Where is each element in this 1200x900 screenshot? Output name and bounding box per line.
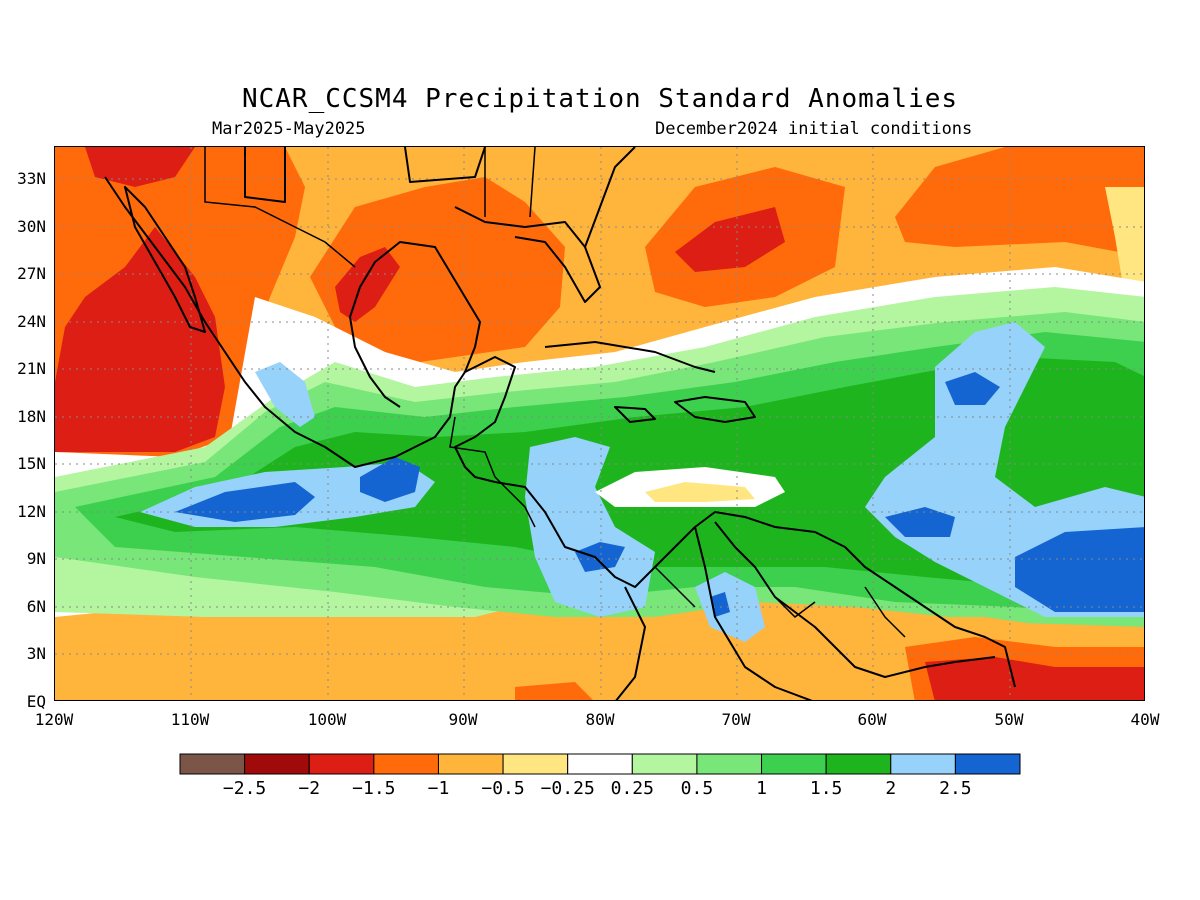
lat-label-30n: 30N — [17, 217, 46, 236]
colorbar-swatch — [825, 753, 892, 775]
colorbar-swatch — [244, 753, 310, 775]
lat-label-6n: 6N — [26, 597, 46, 616]
texas-strong-negative — [335, 247, 400, 322]
chart-title: NCAR_CCSM4 Precipitation Standard Anomal… — [241, 84, 959, 114]
colorbar-swatch — [631, 753, 698, 775]
colorbar-label: 0.5 — [680, 778, 714, 799]
lon-label-120w: 120W — [34, 710, 74, 729]
lat-label-33n: 33N — [17, 169, 46, 188]
colorbar-swatch — [761, 753, 827, 775]
graticule — [55, 147, 1144, 700]
lon-label-50w: 50W — [994, 710, 1024, 729]
lat-label-12n: 12N — [17, 502, 46, 521]
colombia-very-wet — [695, 572, 765, 642]
colorbar-swatch — [179, 753, 246, 775]
colorbar-label: −1 — [427, 778, 450, 799]
colorbar-swatch — [567, 753, 633, 775]
colorbar-label: 1.5 — [809, 778, 843, 799]
lat-label-15n: 15N — [17, 454, 46, 473]
caribbean-dry-pocket — [645, 482, 755, 502]
lat-label-eq: EQ — [26, 692, 46, 711]
lon-label-100w: 100W — [307, 710, 347, 729]
atlantic-extreme-wet-a — [945, 372, 1000, 405]
colorbar — [179, 753, 1021, 775]
colorbar-swatch — [890, 753, 956, 775]
atlantic-extreme-wet-c — [1015, 527, 1144, 612]
mexico-coast-very-wet — [255, 362, 315, 427]
colorbar-swatch — [502, 753, 569, 775]
lat-label-27n: 27N — [17, 264, 46, 283]
anomaly-map — [54, 146, 1145, 701]
lat-label-18n: 18N — [17, 407, 46, 426]
colorbar-swatch — [373, 753, 439, 775]
colorbar-label: 1 — [756, 778, 767, 799]
colorbar-swatch — [308, 753, 375, 775]
colorbar-swatch — [954, 753, 1021, 775]
lat-label-3n: 3N — [26, 644, 46, 663]
lat-label-9n: 9N — [26, 549, 46, 568]
guiana-extreme-dry — [925, 657, 1144, 700]
colorbar-label: −2 — [298, 778, 321, 799]
atlantic-extreme-wet-b — [885, 507, 955, 537]
colorbar-label: −2.5 — [222, 778, 267, 799]
pacific-equator-neg — [515, 682, 593, 700]
colorbar-label: −0.25 — [540, 778, 595, 799]
colorbar-swatch — [437, 753, 504, 775]
caribbean-very-wet — [525, 437, 655, 617]
panama-extreme-wet — [575, 542, 625, 572]
colorbar-label: 2 — [885, 778, 897, 799]
colorbar-label: 2.5 — [939, 778, 972, 799]
colorbar-swatches — [179, 753, 1021, 775]
lon-label-40w: 40W — [1130, 710, 1160, 729]
colombia-extreme-wet — [710, 592, 730, 617]
colorbar-label: 0.25 — [610, 778, 654, 799]
lon-label-110w: 110W — [170, 710, 210, 729]
lon-label-80w: 80W — [585, 710, 615, 729]
atlantic-ne-negative — [895, 147, 1144, 257]
colorbar-swatch — [696, 753, 763, 775]
pacific-extreme-wet-b — [360, 457, 420, 502]
lon-label-60w: 60W — [857, 710, 887, 729]
lat-label-24n: 24N — [17, 312, 46, 331]
colorbar-label: −0.5 — [481, 778, 525, 799]
coastlines — [104, 147, 1016, 700]
lon-label-90w: 90W — [448, 710, 478, 729]
lon-label-70w: 70W — [721, 710, 751, 729]
lat-label-21n: 21N — [17, 359, 46, 378]
colorbar-label: −1.5 — [352, 778, 396, 799]
map-canvas — [55, 147, 1144, 700]
equatorial-dry-belt — [55, 632, 703, 700]
political-borders — [204, 147, 906, 638]
atlantic-strong-negative — [675, 207, 785, 272]
west-mexico-top-negative — [85, 147, 195, 187]
forecast-period: Mar2025-May2025 — [212, 119, 366, 139]
initial-conditions: December2024 initial conditions — [655, 119, 973, 139]
